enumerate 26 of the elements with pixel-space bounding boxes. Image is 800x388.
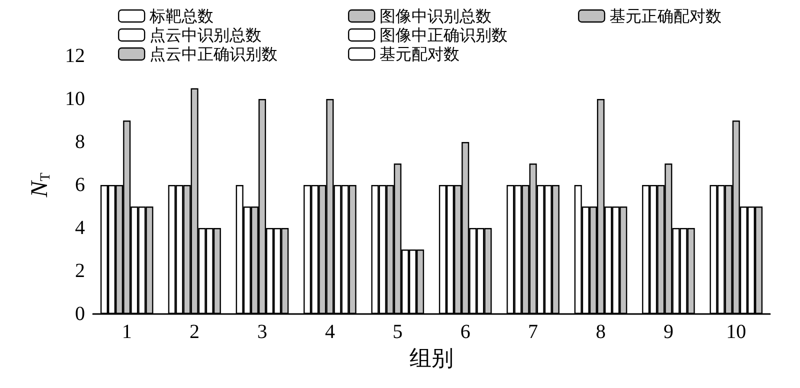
- x-tick-label: 10: [726, 321, 746, 343]
- y-tick-label: 0: [75, 303, 85, 325]
- y-axis-title: NT: [27, 172, 54, 198]
- legend-label: 基元配对数: [380, 44, 460, 64]
- x-axis-title: 组别: [410, 345, 454, 370]
- x-tick-label: 6: [460, 321, 470, 343]
- y-tick-label: 12: [65, 45, 85, 67]
- x-tick-label: 9: [663, 321, 674, 343]
- y-tick-label: 8: [75, 131, 85, 153]
- y-tick-label: 2: [75, 260, 85, 282]
- x-tick-label: 3: [257, 321, 268, 343]
- x-tick-label: 4: [324, 321, 335, 343]
- x-tick-label: 8: [596, 321, 606, 343]
- x-tick-label: 2: [190, 321, 200, 343]
- legend-label: 点云中正确识别数: [150, 44, 278, 64]
- legend-label: 图像中正确识别数: [380, 26, 508, 44]
- legend-label: 标靶总数: [148, 6, 214, 26]
- y-tick-label: 4: [75, 217, 85, 239]
- legend-label: 点云中识别总数: [150, 26, 262, 44]
- y-tick-label: 10: [65, 88, 85, 110]
- x-tick-label: 5: [392, 321, 403, 343]
- x-tick-label: 1: [122, 321, 132, 343]
- x-tick-label: 7: [528, 321, 538, 343]
- y-tick-label: 6: [75, 174, 85, 196]
- legend-label: 图像中识别总数: [380, 6, 492, 26]
- legend-label: 基元正确配对数: [610, 6, 722, 26]
